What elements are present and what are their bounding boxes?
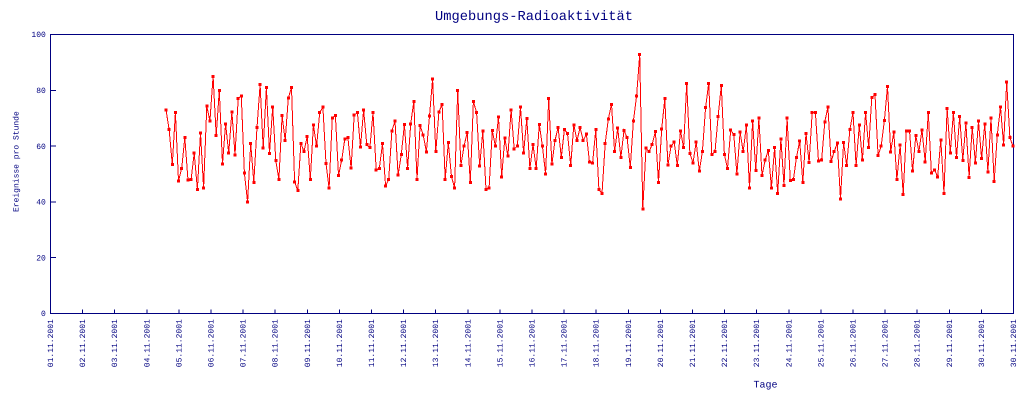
svg-text:23.11.2001: 23.11.2001 — [753, 319, 762, 367]
svg-text:21.11.2001: 21.11.2001 — [689, 319, 698, 367]
svg-text:12.11.2001: 12.11.2001 — [400, 319, 409, 367]
svg-text:15.11.2001: 15.11.2001 — [496, 319, 505, 367]
svg-text:80: 80 — [36, 87, 46, 96]
svg-text:27.11.2001: 27.11.2001 — [882, 319, 891, 367]
svg-text:Umgebungs-Radioaktivität: Umgebungs-Radioaktivität — [435, 10, 633, 25]
svg-text:01.11.2001: 01.11.2001 — [47, 319, 56, 367]
svg-text:22.11.2001: 22.11.2001 — [721, 319, 730, 367]
svg-text:03.11.2001: 03.11.2001 — [111, 319, 120, 367]
svg-text:19.11.2001: 19.11.2001 — [625, 319, 634, 367]
svg-text:Ereignisse pro Stunde: Ereignisse pro Stunde — [13, 111, 22, 212]
svg-text:11.11.2001: 11.11.2001 — [368, 319, 377, 367]
svg-text:13.11.2001: 13.11.2001 — [432, 319, 441, 367]
svg-text:60: 60 — [36, 143, 46, 152]
svg-text:14.11.2001: 14.11.2001 — [464, 319, 473, 367]
svg-text:06.11.2001: 06.11.2001 — [208, 319, 217, 367]
svg-text:25.11.2001: 25.11.2001 — [817, 319, 826, 367]
svg-text:17.11.2001: 17.11.2001 — [561, 319, 570, 367]
svg-text:07.11.2001: 07.11.2001 — [240, 319, 249, 367]
svg-text:26.11.2001: 26.11.2001 — [850, 319, 859, 367]
svg-text:20: 20 — [36, 254, 46, 263]
svg-text:08.11.2001: 08.11.2001 — [272, 319, 281, 367]
svg-text:40: 40 — [36, 199, 46, 208]
svg-text:24.11.2001: 24.11.2001 — [785, 319, 794, 367]
svg-text:100: 100 — [31, 31, 46, 40]
svg-text:0: 0 — [41, 310, 46, 319]
svg-text:30.11.2001: 30.11.2001 — [1010, 319, 1019, 367]
svg-text:10.11.2001: 10.11.2001 — [336, 319, 345, 367]
svg-text:20.11.2001: 20.11.2001 — [657, 319, 666, 367]
svg-text:28.11.2001: 28.11.2001 — [914, 319, 923, 367]
svg-text:04.11.2001: 04.11.2001 — [143, 319, 152, 367]
svg-text:29.11.2001: 29.11.2001 — [946, 319, 955, 367]
svg-text:05.11.2001: 05.11.2001 — [175, 319, 184, 367]
svg-text:18.11.2001: 18.11.2001 — [593, 319, 602, 367]
svg-text:16.11.2001: 16.11.2001 — [529, 319, 538, 367]
svg-text:09.11.2001: 09.11.2001 — [304, 319, 313, 367]
svg-text:Tage: Tage — [754, 381, 778, 392]
svg-text:02.11.2001: 02.11.2001 — [79, 319, 88, 367]
svg-text:30.11.2001: 30.11.2001 — [978, 319, 987, 367]
